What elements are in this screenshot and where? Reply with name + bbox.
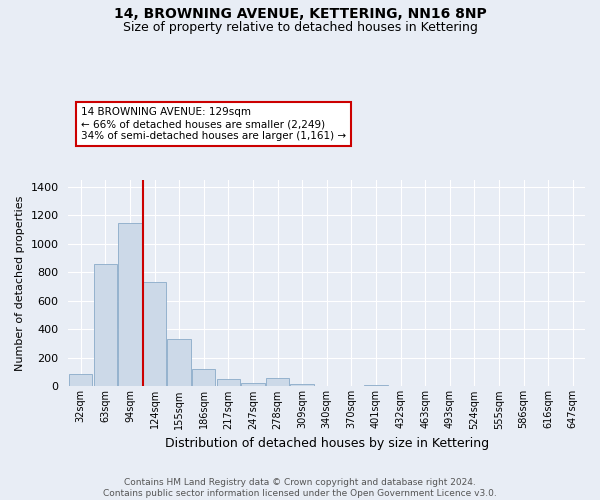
Text: 14, BROWNING AVENUE, KETTERING, NN16 8NP: 14, BROWNING AVENUE, KETTERING, NN16 8NP: [113, 8, 487, 22]
Bar: [217, 380, 240, 386]
Bar: [94, 264, 117, 386]
Bar: [364, 385, 388, 386]
Text: 14 BROWNING AVENUE: 129sqm
← 66% of detached houses are smaller (2,249)
34% of s: 14 BROWNING AVENUE: 129sqm ← 66% of deta…: [81, 108, 346, 140]
X-axis label: Distribution of detached houses by size in Kettering: Distribution of detached houses by size …: [164, 437, 489, 450]
Bar: [167, 340, 191, 386]
Y-axis label: Number of detached properties: Number of detached properties: [15, 196, 25, 371]
Text: Size of property relative to detached houses in Kettering: Size of property relative to detached ho…: [122, 21, 478, 34]
Text: Contains HM Land Registry data © Crown copyright and database right 2024.
Contai: Contains HM Land Registry data © Crown c…: [103, 478, 497, 498]
Bar: [69, 374, 92, 386]
Bar: [192, 368, 215, 386]
Bar: [266, 378, 289, 386]
Bar: [118, 222, 142, 386]
Bar: [290, 384, 314, 386]
Bar: [143, 282, 166, 387]
Bar: [241, 383, 265, 386]
